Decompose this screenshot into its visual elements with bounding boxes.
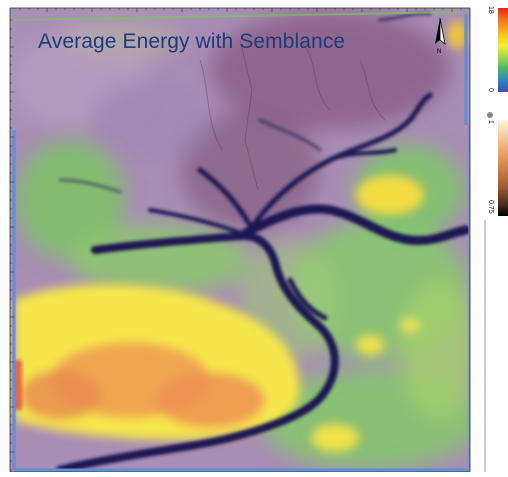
- colorbar2-max-label: 1: [487, 120, 494, 124]
- green-zones: [15, 20, 470, 470]
- colorbar1-min-label: 0: [487, 88, 494, 92]
- average-energy-colorbar: [484, 8, 508, 92]
- colorbar2-min-label: 0.75: [487, 200, 494, 214]
- high-energy-zones: [14, 21, 467, 452]
- semblance-colorbar: [484, 112, 508, 216]
- texture-lines: [199, 39, 386, 191]
- north-label: N: [437, 49, 442, 55]
- map-image: [10, 8, 470, 472]
- north-arrow-icon: [435, 17, 446, 45]
- frame-ticks: [10, 8, 462, 471]
- semblance-colorbar-icon: [487, 112, 493, 118]
- survey-outline: [12, 14, 470, 472]
- map-title: Average Energy with Semblance: [38, 30, 346, 53]
- low-energy-zones: [10, 10, 450, 230]
- colorbar1-max-label: 18: [487, 6, 494, 14]
- channel-features: [56, 12, 470, 472]
